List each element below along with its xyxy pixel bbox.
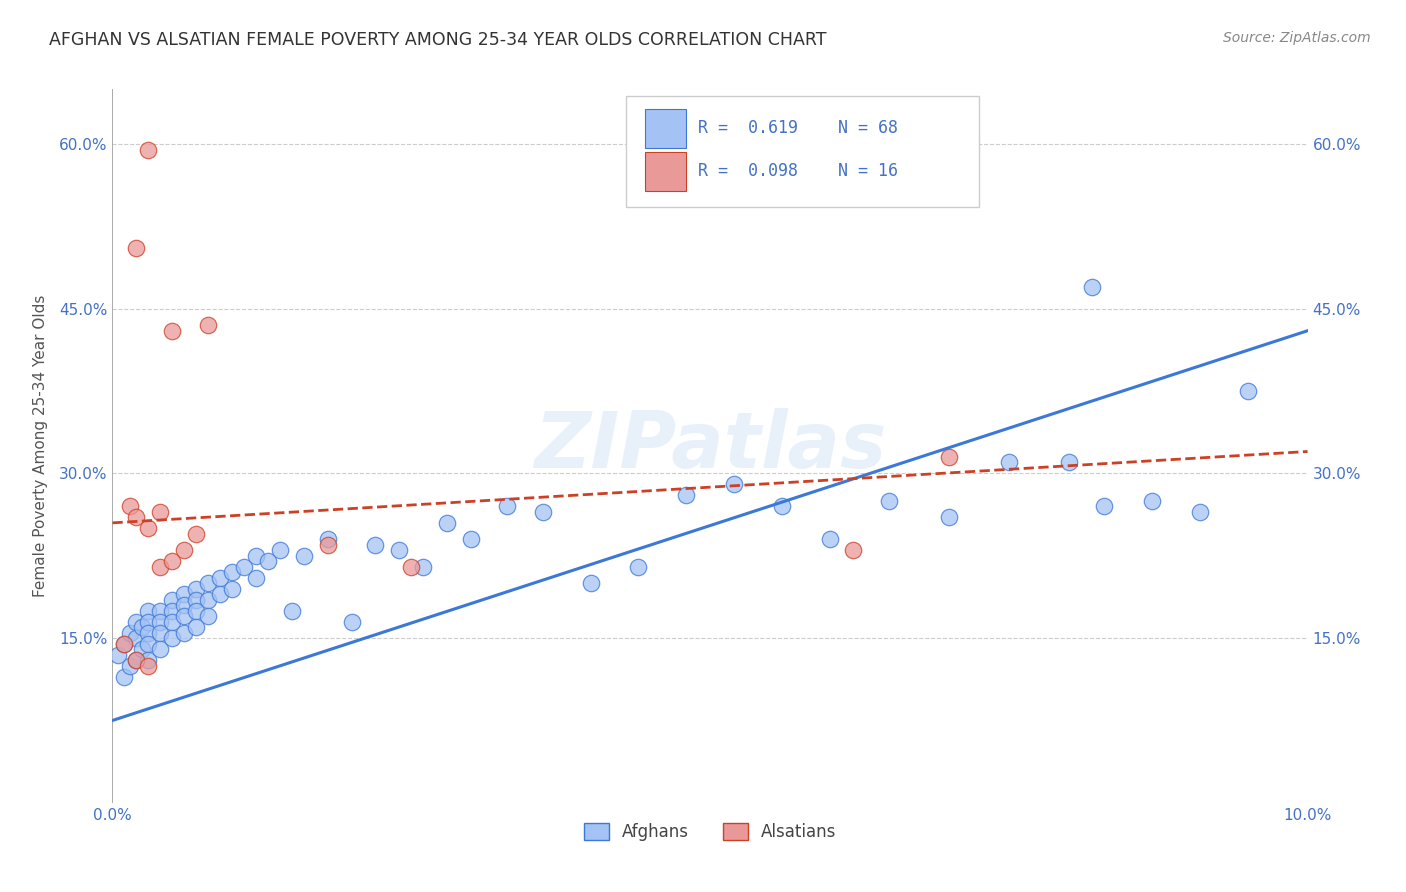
- Point: [675, 488, 697, 502]
- Point: [138, 658, 160, 673]
- Point: [186, 592, 208, 607]
- Point: [1094, 500, 1116, 514]
- Point: [998, 455, 1021, 469]
- Point: [149, 625, 172, 640]
- Point: [173, 587, 195, 601]
- Point: [401, 559, 423, 574]
- Point: [125, 241, 148, 255]
- Point: [627, 559, 650, 574]
- Point: [316, 538, 339, 552]
- Point: [149, 615, 172, 629]
- Point: [1057, 455, 1080, 469]
- Point: [107, 648, 129, 662]
- Point: [292, 549, 315, 563]
- Point: [131, 642, 153, 657]
- Point: [162, 554, 183, 568]
- Point: [138, 521, 160, 535]
- Point: [436, 516, 458, 530]
- Point: [579, 576, 602, 591]
- Point: [138, 625, 160, 640]
- Point: [269, 543, 291, 558]
- FancyBboxPatch shape: [645, 152, 686, 191]
- Text: ZIPatlas: ZIPatlas: [534, 408, 886, 484]
- Point: [138, 615, 160, 629]
- Point: [388, 543, 411, 558]
- Point: [842, 543, 865, 558]
- Point: [138, 604, 160, 618]
- Point: [209, 587, 232, 601]
- Point: [138, 653, 160, 667]
- Point: [125, 653, 148, 667]
- FancyBboxPatch shape: [645, 109, 686, 148]
- Point: [149, 505, 172, 519]
- FancyBboxPatch shape: [627, 96, 979, 207]
- Y-axis label: Female Poverty Among 25-34 Year Olds: Female Poverty Among 25-34 Year Olds: [32, 295, 48, 597]
- Point: [114, 637, 135, 651]
- Point: [131, 620, 153, 634]
- Point: [125, 653, 148, 667]
- Point: [197, 318, 219, 333]
- Point: [197, 609, 219, 624]
- Point: [173, 598, 195, 612]
- Point: [257, 554, 280, 568]
- Point: [125, 510, 148, 524]
- Point: [162, 324, 183, 338]
- Point: [197, 592, 219, 607]
- Point: [1237, 384, 1260, 398]
- Point: [138, 143, 160, 157]
- Point: [496, 500, 519, 514]
- Point: [149, 559, 172, 574]
- Point: [173, 625, 195, 640]
- Point: [1189, 505, 1212, 519]
- Point: [233, 559, 256, 574]
- Point: [162, 615, 183, 629]
- Point: [125, 631, 148, 645]
- Point: [162, 592, 183, 607]
- Point: [173, 543, 195, 558]
- Point: [186, 604, 208, 618]
- Point: [221, 566, 243, 580]
- Point: [1142, 494, 1164, 508]
- Point: [138, 637, 160, 651]
- Text: R =  0.098    N = 16: R = 0.098 N = 16: [699, 162, 898, 180]
- Point: [120, 658, 142, 673]
- Legend: Afghans, Alsatians: Afghans, Alsatians: [578, 816, 842, 848]
- Point: [245, 549, 267, 563]
- Point: [186, 582, 208, 596]
- Point: [770, 500, 793, 514]
- Point: [938, 450, 960, 464]
- Point: [120, 625, 142, 640]
- Point: [723, 477, 745, 491]
- Point: [938, 510, 960, 524]
- Point: [281, 604, 304, 618]
- Point: [186, 526, 208, 541]
- Point: [879, 494, 901, 508]
- Point: [197, 576, 219, 591]
- Text: AFGHAN VS ALSATIAN FEMALE POVERTY AMONG 25-34 YEAR OLDS CORRELATION CHART: AFGHAN VS ALSATIAN FEMALE POVERTY AMONG …: [49, 31, 827, 49]
- Point: [316, 533, 339, 547]
- Point: [221, 582, 243, 596]
- Point: [162, 631, 183, 645]
- Point: [173, 609, 195, 624]
- Point: [340, 615, 363, 629]
- Point: [114, 669, 135, 683]
- Point: [460, 533, 482, 547]
- Point: [149, 604, 172, 618]
- Point: [125, 615, 148, 629]
- Point: [162, 604, 183, 618]
- Point: [1081, 280, 1104, 294]
- Text: Source: ZipAtlas.com: Source: ZipAtlas.com: [1223, 31, 1371, 45]
- Point: [531, 505, 554, 519]
- Point: [364, 538, 387, 552]
- Point: [114, 637, 135, 651]
- Point: [186, 620, 208, 634]
- Point: [818, 533, 841, 547]
- Point: [149, 642, 172, 657]
- Point: [209, 571, 232, 585]
- Text: R =  0.619    N = 68: R = 0.619 N = 68: [699, 120, 898, 137]
- Point: [412, 559, 434, 574]
- Point: [120, 500, 142, 514]
- Point: [245, 571, 267, 585]
